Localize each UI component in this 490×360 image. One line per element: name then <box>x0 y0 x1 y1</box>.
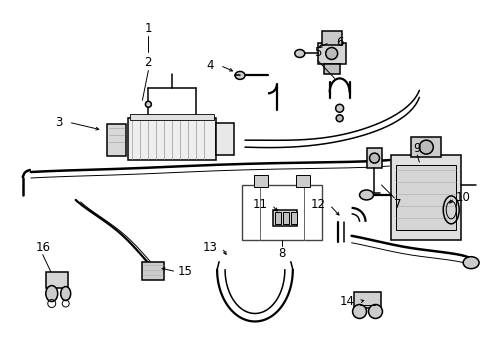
Circle shape <box>146 101 151 107</box>
Text: 12: 12 <box>310 198 325 211</box>
Bar <box>367 148 383 168</box>
Bar <box>275 212 281 224</box>
Bar <box>283 212 289 224</box>
Bar <box>216 123 234 155</box>
Text: 5: 5 <box>314 46 321 59</box>
Circle shape <box>369 153 379 163</box>
Text: 8: 8 <box>278 247 286 260</box>
Ellipse shape <box>463 257 479 269</box>
Circle shape <box>368 305 383 319</box>
Text: 7: 7 <box>393 198 401 211</box>
Bar <box>106 124 126 156</box>
Bar <box>392 155 461 240</box>
Circle shape <box>336 115 343 122</box>
Text: 15: 15 <box>178 265 193 278</box>
Ellipse shape <box>295 50 305 58</box>
Bar <box>296 175 310 187</box>
Bar <box>143 262 164 280</box>
Bar <box>318 42 345 64</box>
Bar <box>322 31 342 45</box>
Circle shape <box>326 48 338 59</box>
Bar <box>254 175 268 187</box>
Bar <box>130 114 214 120</box>
Text: 4: 4 <box>206 59 214 72</box>
Text: 14: 14 <box>340 295 355 308</box>
Circle shape <box>353 305 367 319</box>
Text: 10: 10 <box>456 192 470 204</box>
Text: 13: 13 <box>203 241 218 254</box>
Text: 11: 11 <box>252 198 268 211</box>
Ellipse shape <box>61 287 71 301</box>
Text: 1: 1 <box>145 22 152 35</box>
Bar <box>354 292 382 307</box>
Circle shape <box>336 104 343 112</box>
Bar <box>46 272 68 288</box>
Circle shape <box>419 140 433 154</box>
Text: 3: 3 <box>55 116 62 129</box>
Ellipse shape <box>360 190 373 200</box>
Bar <box>273 210 297 226</box>
Bar <box>291 212 297 224</box>
Ellipse shape <box>235 71 245 80</box>
Ellipse shape <box>46 285 58 302</box>
Text: 9: 9 <box>414 141 421 155</box>
Bar <box>242 185 322 240</box>
Bar <box>412 137 441 157</box>
Text: 16: 16 <box>35 241 50 254</box>
Bar <box>396 165 456 230</box>
Bar <box>128 118 216 160</box>
Bar <box>324 64 340 75</box>
Text: 2: 2 <box>145 56 152 69</box>
Text: 6: 6 <box>336 36 343 49</box>
